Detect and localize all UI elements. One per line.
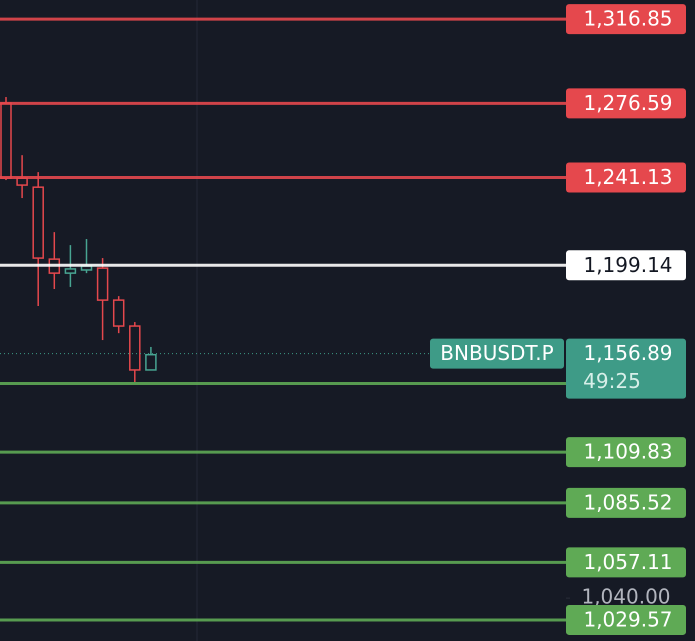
level-label: 1,241.13 [583, 165, 672, 189]
countdown-label: 49:25 [583, 369, 641, 393]
level-label-box [566, 162, 686, 193]
level-label: 1,029.57 [583, 607, 672, 631]
level-label-box [566, 547, 686, 578]
level-label: 1,199.14 [583, 253, 672, 277]
symbol-label: BNBUSDT.P [440, 341, 553, 365]
candle-body [112, 299, 125, 327]
candle-body [129, 325, 141, 371]
level-label-box [566, 437, 686, 468]
candle-body [16, 177, 28, 186]
level-label-box [566, 88, 686, 119]
last-price-box [566, 338, 686, 399]
symbol-box [430, 338, 564, 369]
level-label-box [566, 4, 686, 35]
level-label-box [566, 487, 686, 518]
candle-body [145, 353, 157, 371]
level-label-box [566, 250, 686, 281]
level-label: 1,057.11 [583, 550, 672, 574]
candle-body [0, 102, 12, 179]
candle-body [64, 268, 77, 274]
level-label: 1,109.83 [583, 440, 672, 464]
level-label: 1,276.59 [583, 91, 672, 115]
level-label: 1,316.85 [583, 7, 672, 31]
level-label: 1,085.52 [583, 490, 672, 514]
last-price-label: 1,156.89 [583, 341, 672, 365]
level-label-box [566, 604, 686, 635]
candle-body [96, 267, 109, 301]
candle-body [32, 186, 44, 259]
y-tick-label: 1,040.00 [581, 585, 670, 609]
